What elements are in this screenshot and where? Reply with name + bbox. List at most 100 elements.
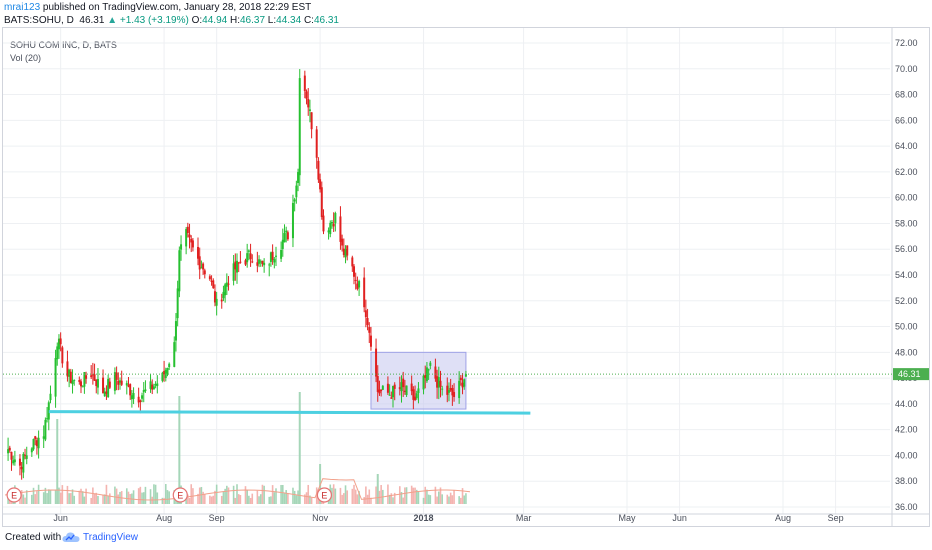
volume-bar [197,493,199,504]
candle-body [20,466,23,470]
volume-bar [393,492,396,504]
volume-bar [161,497,164,504]
candle-body [81,386,84,388]
volume-bar [376,474,379,504]
volume-bar [7,495,9,504]
candle-body [137,396,140,403]
volume-bar [34,494,37,504]
volume-bar [259,494,262,504]
candle-body [458,380,461,399]
candle-body [244,260,247,265]
candle-body [447,390,450,393]
x-tick-label: Jun [53,513,68,523]
volume-bar [293,490,296,504]
volume-bar [178,396,181,504]
candle-body [236,260,239,273]
candle-body [283,233,286,243]
candle-body [129,384,132,396]
candle-body [173,342,176,367]
candle-body [34,436,37,440]
candle-body [268,264,271,266]
candle-body [190,238,193,243]
volume-bar [363,497,365,504]
author-link[interactable]: mrai123 [4,2,41,13]
tradingview-brand[interactable]: TradingView [83,532,139,543]
candle-body [203,270,206,275]
volume-bar [163,497,165,504]
volume-bar [47,489,50,504]
volume-bar [154,484,157,504]
candle-body [392,385,395,398]
candle-body [105,391,108,394]
volume-bar [25,490,28,504]
candle-body [141,395,144,399]
volume-bar [448,496,450,504]
volume-bar [358,491,360,504]
volume-bar [460,497,462,504]
series-title: SOHU COM INC, D, BATS [10,40,117,50]
x-tick-label: Aug [775,513,791,523]
candle-body [90,375,93,378]
volume-bar [412,487,415,504]
volume-bar [115,488,118,504]
volume-bar [380,485,382,504]
volume-bar [166,490,169,504]
candle-body [156,383,159,387]
candle-body [83,372,86,387]
candle-body [305,91,308,99]
volume-bar [198,487,201,504]
volume-bar [215,484,218,504]
volume-bar [331,487,333,504]
candle-body [78,380,81,382]
candle-body [437,377,440,388]
candle-body [210,280,213,282]
y-tick-label: 56.00 [895,244,918,254]
candle-body [273,259,276,263]
earnings-marker [316,487,333,503]
candle-body [154,384,157,386]
candle-body [261,260,264,265]
y-tick-label: 52.00 [895,296,918,306]
volume-bar [461,488,464,504]
change-value: +1.43 (+3.19%) [119,15,189,26]
candle-body [429,362,432,366]
volume-bar [441,494,443,504]
candle-body [208,276,211,280]
candle-body [35,440,38,447]
volume-bar [244,486,247,504]
candle-body [358,281,361,288]
candle-body [376,376,379,392]
volume-bar [370,497,372,504]
volume-bar [283,493,286,504]
candle-body [439,380,442,387]
candle-body [315,129,318,158]
candle-body [259,261,262,263]
candle-body [56,346,59,360]
chart-frame[interactable] [2,27,930,527]
candle-body [247,250,250,252]
candle-body [220,299,223,302]
candle-body [37,437,40,449]
volume-bar [402,497,404,504]
candle-body [30,448,33,453]
candle-body [271,251,274,260]
price-chart[interactable]: 72.00 70.00 68.00 66.00 64.00 62.00 60.00 58.00… [0,0,932,527]
candle-body [393,384,396,389]
candle-body [68,369,71,377]
volume-bar [209,495,211,504]
volume-bar [246,490,248,504]
candle-body [237,262,240,264]
candle-body [10,451,13,460]
candle-body [69,371,72,383]
volume-bar [351,488,354,504]
candle-body [197,246,200,259]
candle-body [73,379,76,381]
volume-bar [398,486,401,504]
earnings-marker-label: E [321,491,327,501]
close-label: C: [303,15,314,26]
volume-bar [292,487,294,504]
candle-body [319,179,322,190]
candle-body [275,255,278,257]
volume-bar [139,486,142,504]
candle-body [356,283,359,289]
